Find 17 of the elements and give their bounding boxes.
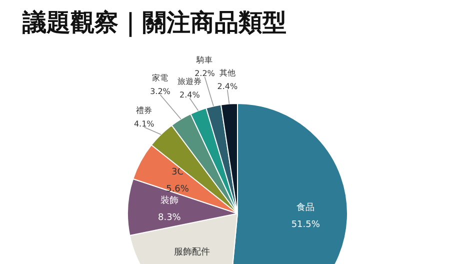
slice-label: 旅遊券 (178, 76, 202, 86)
data-label: 3.2% (150, 86, 171, 96)
chart-title: 議題觀察｜關注商品類型 (22, 8, 286, 38)
slice-label: 服飾配件 (174, 246, 210, 258)
data-label: 2.4% (217, 82, 238, 91)
slice-label: 裝飾 (160, 194, 178, 206)
slice-label: 其他 (219, 68, 236, 78)
slice-label: 禮券 (136, 106, 152, 115)
data-label: 2.2% (194, 69, 216, 78)
data-label: 4.1% (134, 119, 155, 128)
slice-label: 食品 (296, 202, 315, 214)
slice-label: 家電 (152, 73, 168, 82)
slice-label: 騎車 (196, 56, 213, 65)
data-label: 2.4% (180, 90, 200, 100)
data-label: 51.5% (291, 220, 320, 230)
data-label: 5.6% (166, 184, 190, 195)
data-label: 8.3% (158, 212, 182, 223)
